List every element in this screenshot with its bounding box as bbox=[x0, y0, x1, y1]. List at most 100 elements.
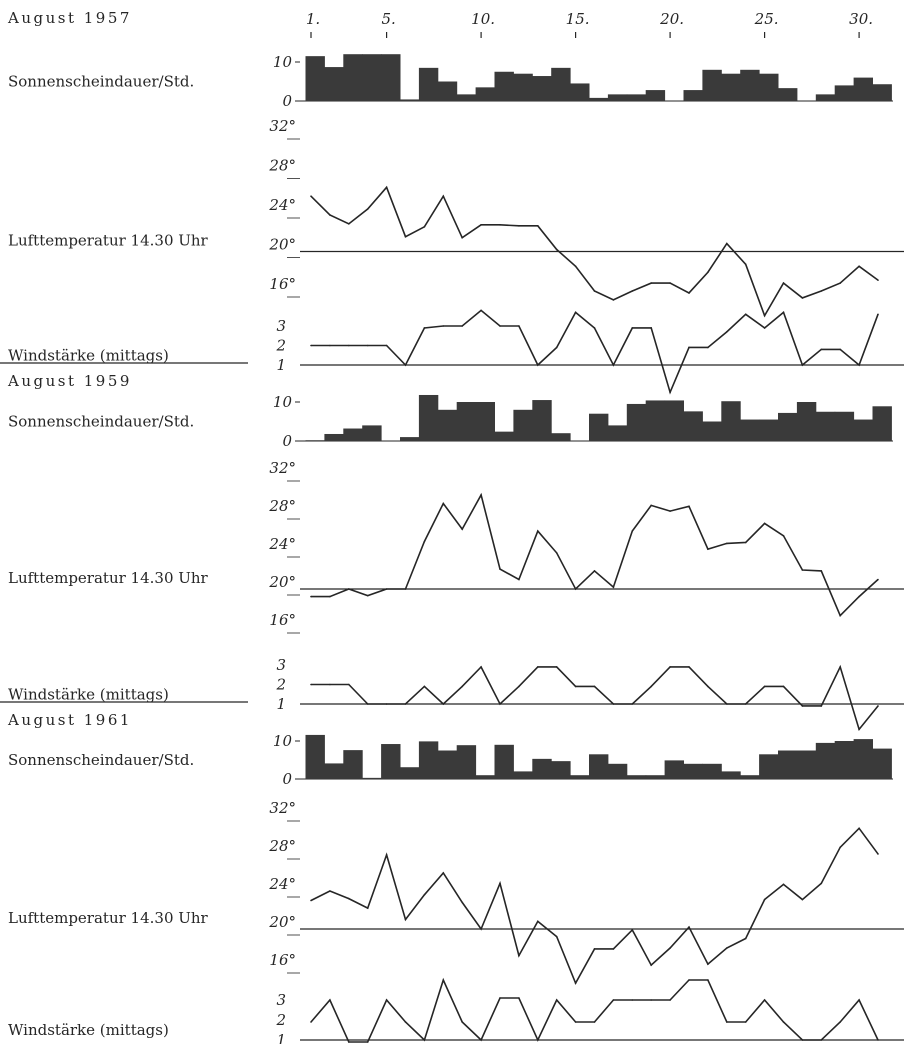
wind-point bbox=[650, 685, 652, 688]
temperature-point bbox=[763, 898, 766, 901]
sunshine-bar bbox=[475, 775, 495, 779]
temperature-point bbox=[329, 890, 331, 892]
year-section: August 1957 Sonnenscheindauer/Std. 10 0 Luft… bbox=[7, 9, 904, 395]
wind-point bbox=[348, 683, 350, 686]
sunshine-bar bbox=[759, 419, 779, 441]
temperature-point bbox=[480, 494, 482, 496]
temperature-point bbox=[461, 528, 464, 530]
sunshine-bar bbox=[759, 73, 779, 101]
temperature-point bbox=[329, 214, 331, 216]
wind-point bbox=[499, 997, 501, 999]
temperature-point bbox=[423, 894, 426, 896]
wind-point bbox=[404, 1021, 407, 1023]
wind-point bbox=[877, 705, 879, 707]
wind-point bbox=[612, 703, 615, 705]
sunshine-bar bbox=[853, 739, 873, 779]
sunshine-bar bbox=[494, 744, 514, 779]
temperature-point bbox=[537, 920, 539, 923]
temperature-point bbox=[555, 935, 558, 938]
wind-point bbox=[631, 703, 634, 705]
temperature-point bbox=[442, 872, 445, 874]
sunshine-bar bbox=[437, 750, 458, 779]
wind-point bbox=[669, 999, 671, 1001]
temperature-point bbox=[650, 504, 652, 507]
wind-point bbox=[782, 685, 785, 688]
sunshine-bar bbox=[570, 83, 590, 101]
sunshine-bar bbox=[513, 771, 533, 779]
temperature-point bbox=[385, 588, 388, 590]
temperature-point bbox=[574, 588, 577, 590]
wind-point bbox=[310, 683, 312, 686]
wind-point bbox=[763, 999, 766, 1001]
temperature-point bbox=[423, 540, 426, 543]
temperature-point bbox=[385, 854, 388, 856]
wind-point bbox=[801, 364, 804, 366]
sunshine-bar bbox=[702, 421, 722, 441]
temperature-point bbox=[726, 242, 728, 245]
sunshine-bar bbox=[872, 748, 892, 779]
sunshine-bar bbox=[778, 750, 798, 779]
wind-point bbox=[858, 364, 860, 366]
year-sections: August 1957Sonnenscheindauer/Std.100Luft… bbox=[0, 9, 904, 1044]
sunshine-bar bbox=[475, 402, 495, 441]
temperature-point bbox=[688, 292, 690, 294]
wind-point bbox=[329, 344, 331, 347]
sunshine-bar bbox=[702, 763, 722, 779]
sunshine-bar bbox=[815, 742, 836, 779]
wind-point bbox=[555, 666, 558, 668]
wind-point bbox=[631, 327, 634, 329]
wind-point bbox=[820, 348, 823, 351]
temperature-point bbox=[744, 937, 747, 940]
temperature-point bbox=[555, 552, 558, 554]
wind-point bbox=[707, 685, 709, 688]
temperature-point bbox=[726, 947, 728, 949]
wind-point bbox=[385, 999, 388, 1001]
y-tick-label: 2 bbox=[275, 337, 286, 355]
sunshine-bar bbox=[721, 401, 741, 441]
wind-point bbox=[612, 364, 615, 366]
wind-point bbox=[385, 344, 388, 347]
y-tick-label: 10 bbox=[273, 393, 293, 411]
temperature-line bbox=[311, 492, 879, 618]
sunshine-bar bbox=[740, 69, 760, 101]
y-tick-label: 32° bbox=[269, 459, 296, 477]
sunshine-bar bbox=[759, 754, 779, 779]
wind-point bbox=[593, 327, 596, 329]
temperature-point bbox=[499, 882, 501, 885]
wind-point bbox=[688, 666, 690, 668]
temperature-panel: Lufttemperatur 14.30 Uhr 32° 28° 24° 20° 16° bbox=[8, 117, 904, 318]
wind-point bbox=[404, 703, 407, 705]
sunshine-bar bbox=[626, 94, 647, 101]
temperature-point bbox=[744, 263, 747, 266]
wind-point bbox=[877, 1039, 879, 1041]
sunshine-bar bbox=[834, 411, 855, 441]
y-tick-label: 2 bbox=[275, 1011, 286, 1029]
temperature-point bbox=[518, 578, 520, 581]
wind-point bbox=[593, 1021, 596, 1023]
wind-point bbox=[499, 325, 501, 327]
temperature-point bbox=[310, 595, 312, 598]
temperature-point bbox=[820, 882, 823, 885]
y-tick-label: 20° bbox=[268, 573, 296, 591]
sunshine-panel: Sonnenscheindauer/Std. 10 0 bbox=[8, 53, 893, 110]
sunshine-bar bbox=[418, 67, 439, 101]
temperature-point bbox=[593, 570, 596, 572]
temperature-panel: Lufttemperatur 14.30 Uhr 32° 28° 24° 20° 16° bbox=[8, 799, 904, 986]
temperature-point bbox=[631, 929, 634, 931]
temperature-panel: Lufttemperatur 14.30 Uhr 32° 28° 24° 20° 16° bbox=[8, 459, 904, 634]
day-axis-label: 15. bbox=[566, 10, 590, 28]
temperature-point bbox=[688, 505, 690, 508]
temperature-point bbox=[518, 954, 520, 957]
wind-point bbox=[763, 685, 766, 688]
sunshine-bar bbox=[778, 412, 798, 441]
temperature-point bbox=[404, 588, 407, 590]
sunshine-bar bbox=[494, 71, 514, 101]
sunshine-bar bbox=[418, 394, 439, 441]
wind-point bbox=[574, 311, 577, 314]
temperature-point bbox=[858, 595, 860, 598]
wind-point bbox=[726, 331, 728, 333]
wind-point bbox=[348, 344, 350, 347]
y-tick-label: 20° bbox=[268, 913, 296, 931]
row-label-sunshine: Sonnenscheindauer/Std. bbox=[8, 73, 194, 91]
temperature-point bbox=[537, 225, 539, 227]
